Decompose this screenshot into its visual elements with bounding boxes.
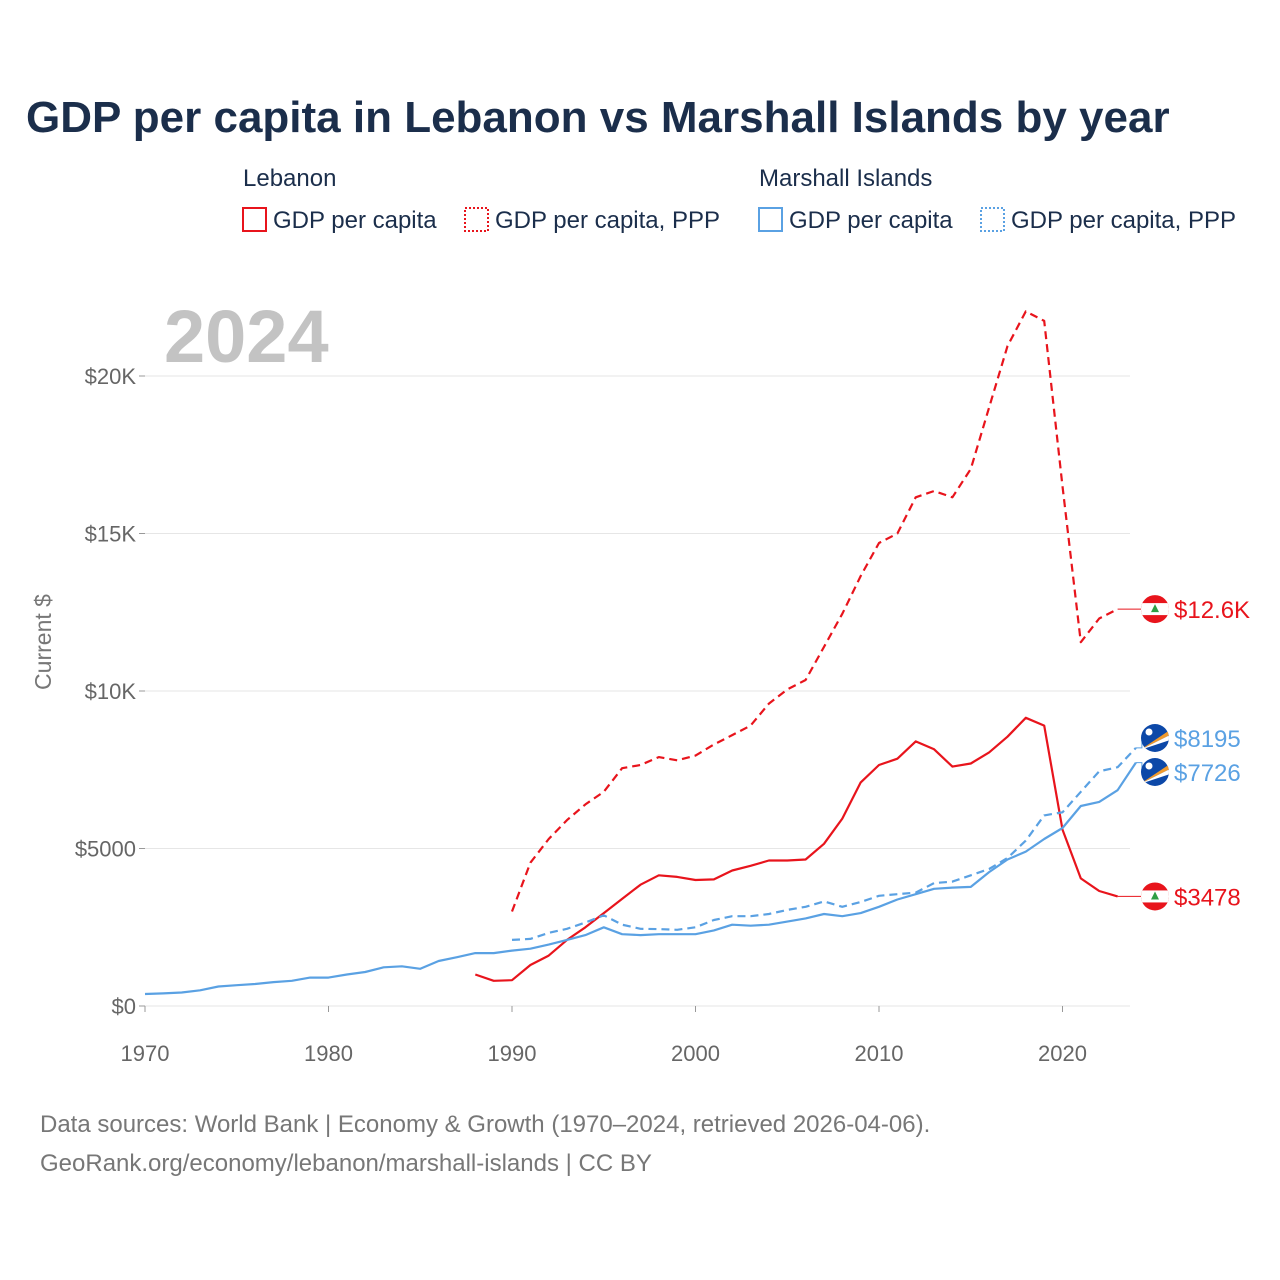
series <box>144 310 1137 996</box>
legend-swatch-lebanon-gdp-ppp <box>464 207 489 232</box>
x-tick-label: 1980 <box>304 1041 353 1066</box>
legend-group-marshall-islands: Marshall Islands <box>759 165 932 192</box>
legend: Lebanon GDP per capita GDP per capita, P… <box>242 165 1236 234</box>
legend-swatch-marshall-gdp-ppp <box>980 207 1005 232</box>
end-value-label: $8195 <box>1174 726 1241 753</box>
x-axis: 1970 1980 1990 2000 2010 2020 <box>121 1006 1087 1066</box>
series-line-3 <box>511 747 1137 941</box>
end-value-label: $12.6K <box>1174 597 1250 624</box>
series-line-2 <box>144 761 1137 996</box>
legend-swatch-lebanon-gdp <box>242 207 267 232</box>
end-label-group: $7726 <box>1135 758 1241 787</box>
y-axis-label: Current $ <box>30 594 56 690</box>
series-line-0 <box>474 716 1118 982</box>
y-tick-label: $20K <box>85 364 137 389</box>
y-tick-label: $10K <box>85 679 137 704</box>
x-tick-label: 2020 <box>1038 1041 1087 1066</box>
legend-label-lebanon-gdp[interactable]: GDP per capita <box>273 207 437 234</box>
x-tick-label: 2010 <box>855 1041 904 1066</box>
legend-label-lebanon-gdp-ppp[interactable]: GDP per capita, PPP <box>495 207 720 234</box>
end-value-label: $3478 <box>1174 884 1241 911</box>
lebanon-flag-icon <box>1141 595 1169 624</box>
x-tick-label: 1970 <box>121 1041 170 1066</box>
marshall-islands-flag-icon <box>1141 758 1169 786</box>
end-label-group: $3478 <box>1117 882 1241 911</box>
y-axis: $0 $5000 $10K $15K $20K <box>75 364 145 1019</box>
source-line-2[interactable]: GeoRank.org/economy/lebanon/marshall-isl… <box>40 1150 652 1177</box>
end-labels: $3478 $12.6K $7726 $8195 <box>1117 595 1250 911</box>
legend-swatch-marshall-gdp <box>758 207 783 232</box>
y-tick-label: $5000 <box>75 837 136 862</box>
marshall-islands-flag-icon <box>1141 724 1169 752</box>
end-value-label: $7726 <box>1174 760 1241 787</box>
end-label-group: $8195 <box>1135 724 1241 753</box>
source-line-1: Data sources: World Bank | Economy & Gro… <box>40 1111 930 1138</box>
chart-title: GDP per capita in Lebanon vs Marshall Is… <box>26 93 1170 142</box>
legend-label-marshall-gdp[interactable]: GDP per capita <box>789 207 953 234</box>
x-tick-label: 2000 <box>671 1041 720 1066</box>
legend-group-lebanon: Lebanon <box>243 165 336 192</box>
year-watermark: 2024 <box>164 295 329 378</box>
x-tick-label: 1990 <box>488 1041 537 1066</box>
lebanon-flag-icon <box>1141 882 1169 911</box>
series-line-1 <box>510 310 1119 912</box>
end-label-group: $12.6K <box>1117 595 1250 624</box>
end-label-connector <box>1135 762 1143 773</box>
y-tick-label: $0 <box>112 994 136 1019</box>
legend-label-marshall-gdp-ppp[interactable]: GDP per capita, PPP <box>1011 207 1236 234</box>
y-tick-label: $15K <box>85 522 137 547</box>
end-label-connector <box>1135 737 1143 749</box>
grid <box>145 375 1130 1007</box>
